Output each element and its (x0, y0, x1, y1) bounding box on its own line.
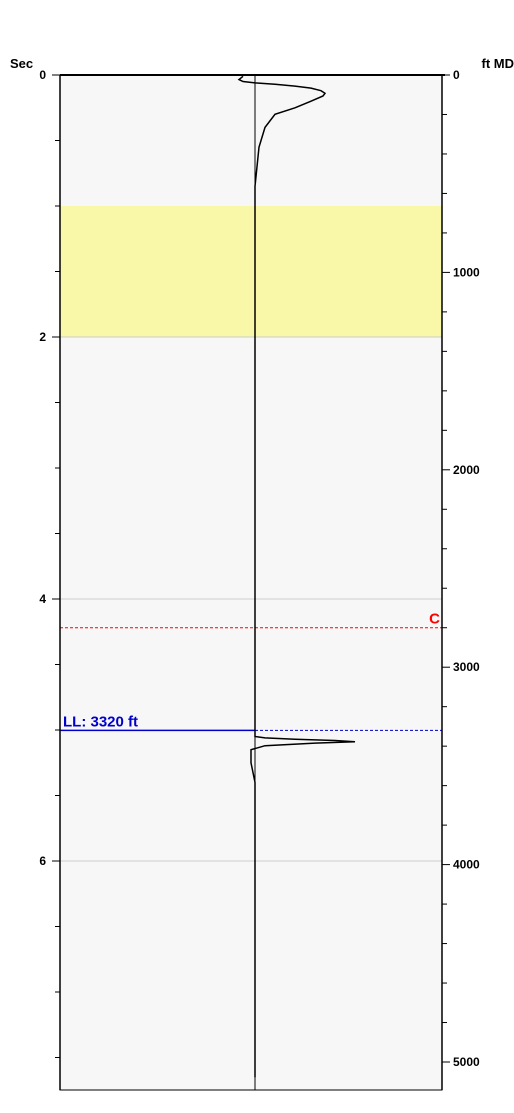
left-tick-label: 0 (39, 68, 46, 82)
right-tick-label: 3000 (453, 660, 480, 674)
waveform-curve (237, 75, 356, 1078)
left-tick-label: 2 (39, 330, 46, 344)
left-axis-title: Sec (10, 56, 33, 71)
right-tick-label: 2000 (453, 463, 480, 477)
marker-label: C (429, 611, 440, 628)
right-tick-label: 5000 (453, 1055, 480, 1069)
right-tick-label: 0 (453, 68, 460, 82)
right-tick-label: 1000 (453, 265, 480, 279)
marker-label: LL: 3320 ft (63, 713, 138, 730)
left-tick-label: 6 (39, 854, 46, 868)
left-tick-label: 4 (39, 592, 46, 606)
right-tick-label: 4000 (453, 858, 480, 872)
highlight-band (60, 206, 442, 337)
right-axis-title: ft MD (482, 56, 514, 71)
